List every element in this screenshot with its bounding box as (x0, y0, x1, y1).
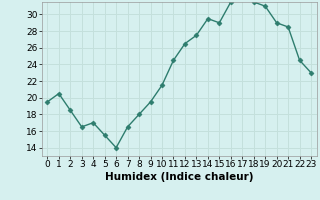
X-axis label: Humidex (Indice chaleur): Humidex (Indice chaleur) (105, 172, 253, 182)
